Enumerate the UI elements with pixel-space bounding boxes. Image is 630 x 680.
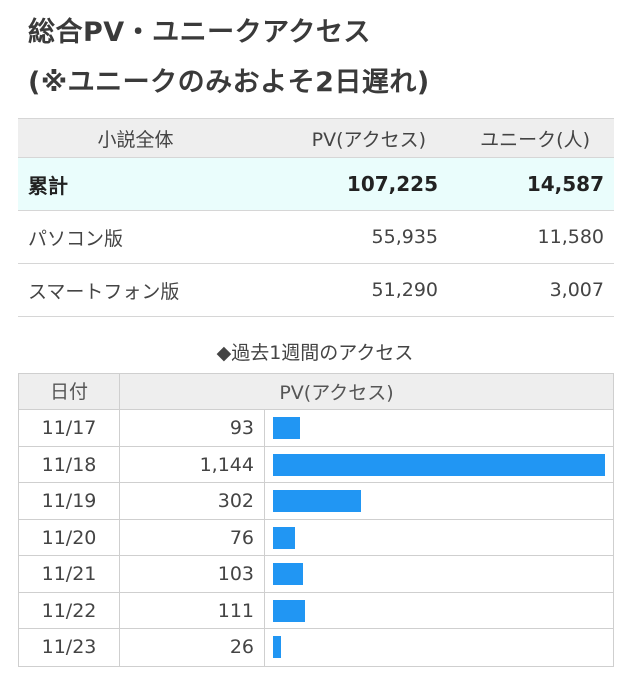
- weekly-pv-value: 103: [120, 556, 265, 592]
- weekly-pv-bar: [273, 526, 296, 549]
- summary-header-row: 小説全体 PV(アクセス) ユニーク(人): [18, 118, 614, 158]
- weekly-pv-bar: [273, 453, 605, 476]
- weekly-title: ◆過去1週間のアクセス: [216, 342, 414, 364]
- summary-label: スマートフォン版: [28, 280, 180, 303]
- weekly-row: 11/18 1,144: [19, 446, 613, 483]
- weekly-date: 11/22: [19, 592, 120, 628]
- page-title-line1: 総合PV・ユニークアクセス: [28, 17, 371, 48]
- weekly-pv-value: 26: [120, 629, 265, 666]
- page-title-line2: (※ユニークのみおよそ2日遅れ): [28, 67, 430, 98]
- summary-row-pc: パソコン版 55,935 11,580: [18, 211, 614, 264]
- weekly-row: 11/21 103: [19, 556, 613, 593]
- weekly-pv-value: 302: [120, 483, 265, 519]
- weekly-date: 11/19: [19, 483, 120, 519]
- summary-row-total: 累計 107,225 14,587: [18, 158, 614, 211]
- weekly-row: 11/20 76: [19, 519, 613, 556]
- weekly-date: 11/17: [19, 410, 120, 446]
- summary-row-smartphone: スマートフォン版 51,290 3,007: [18, 264, 614, 317]
- weekly-bar-cell: [265, 447, 613, 483]
- weekly-rows: 11/17 93 11/18 1,144 11/19 302 11/20 76 11/21 103…: [19, 410, 613, 666]
- weekly-bar-cell: [265, 556, 613, 592]
- summary-pv: 107,225: [346, 172, 438, 196]
- summary-header-unique: ユニーク(人): [480, 128, 590, 151]
- summary-header-novel: 小説全体: [97, 128, 174, 151]
- weekly-pv-value: 1,144: [120, 446, 265, 482]
- weekly-bar-cell: [265, 593, 613, 629]
- weekly-row: 11/22 111: [19, 592, 613, 629]
- summary-unique: 14,587: [526, 172, 604, 196]
- summary-header-pv: PV(アクセス): [311, 128, 426, 151]
- weekly-header-date: 日付: [19, 374, 120, 409]
- weekly-bar-cell: [265, 483, 613, 519]
- weekly-header-pv: PV(アクセス): [279, 382, 394, 404]
- weekly-date: 11/20: [19, 519, 120, 555]
- weekly-pv-value: 76: [120, 519, 265, 555]
- weekly-row: 11/17 93: [19, 410, 613, 447]
- weekly-pv-bar: [273, 563, 303, 585]
- weekly-date: 11/18: [19, 446, 120, 482]
- summary-label: 累計: [28, 173, 68, 198]
- summary-pv: 55,935: [371, 226, 438, 248]
- weekly-bar-cell: [265, 520, 613, 556]
- weekly-header-row: 日付 PV(アクセス): [19, 374, 613, 410]
- weekly-row: 11/23 26: [19, 629, 613, 666]
- weekly-pv-bar: [273, 599, 306, 622]
- weekly-bar-cell: [265, 629, 613, 666]
- weekly-bar-cell: [265, 410, 613, 446]
- summary-unique: 3,007: [549, 279, 604, 301]
- weekly-table: 日付 PV(アクセス) 11/17 93 11/18 1,144 11/19 302 11/…: [18, 373, 614, 667]
- weekly-pv-value: 111: [120, 592, 265, 628]
- weekly-row: 11/19 302: [19, 483, 613, 520]
- weekly-pv-bar: [273, 417, 300, 439]
- summary-label: パソコン版: [28, 227, 124, 250]
- weekly-pv-bar: [273, 490, 361, 512]
- summary-table: 小説全体 PV(アクセス) ユニーク(人) 累計 107,225 14,587 …: [18, 118, 614, 317]
- weekly-pv-value: 93: [120, 410, 265, 446]
- summary-unique: 11,580: [537, 226, 604, 248]
- page-title: 総合PV・ユニークアクセス (※ユニークのみおよそ2日遅れ): [28, 8, 608, 108]
- summary-pv: 51,290: [371, 279, 438, 301]
- weekly-pv-bar: [273, 636, 281, 658]
- weekly-date: 11/23: [19, 629, 120, 666]
- weekly-date: 11/21: [19, 556, 120, 592]
